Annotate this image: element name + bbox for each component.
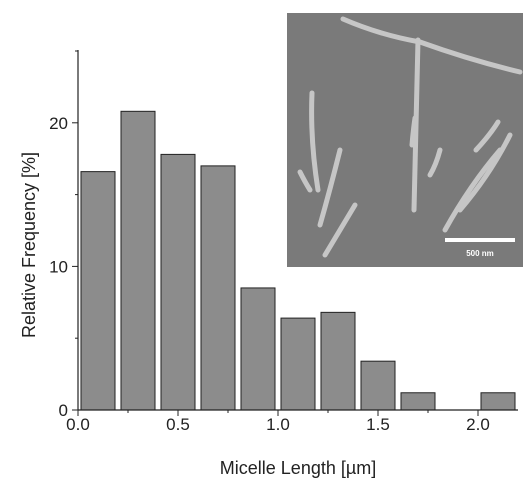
bar-5 <box>280 317 316 411</box>
x-ticks: 0.0 0.5 1.0 1.5 2.0 <box>66 410 490 434</box>
x-tick-label: 2.0 <box>466 415 490 434</box>
bar-8 <box>400 392 436 411</box>
bar-4 <box>240 287 276 411</box>
x-axis-title: Micelle Length [µm] <box>220 458 376 478</box>
bar-6 <box>320 311 356 411</box>
y-tick-label: 20 <box>49 114 68 133</box>
y-tick-label: 10 <box>49 257 68 276</box>
scale-bar-label: 500 nm <box>466 249 494 258</box>
bar-7 <box>360 360 396 411</box>
sem-inset: 500 nm <box>287 13 523 267</box>
bar-2 <box>160 153 196 411</box>
y-ticks: 0 10 20 <box>49 50 78 420</box>
bars <box>80 110 516 411</box>
x-tick-label: 0.5 <box>166 415 190 434</box>
x-tick-label: 1.5 <box>366 415 390 434</box>
y-tick-label: 0 <box>59 401 68 420</box>
bar-10 <box>480 392 516 411</box>
x-tick-label: 0.0 <box>66 415 90 434</box>
y-axis-title: Relative Frequency [%] <box>19 152 39 338</box>
bar-1 <box>120 110 156 411</box>
bar-3 <box>200 165 236 411</box>
x-tick-label: 1.0 <box>266 415 290 434</box>
bar-0 <box>80 171 116 411</box>
